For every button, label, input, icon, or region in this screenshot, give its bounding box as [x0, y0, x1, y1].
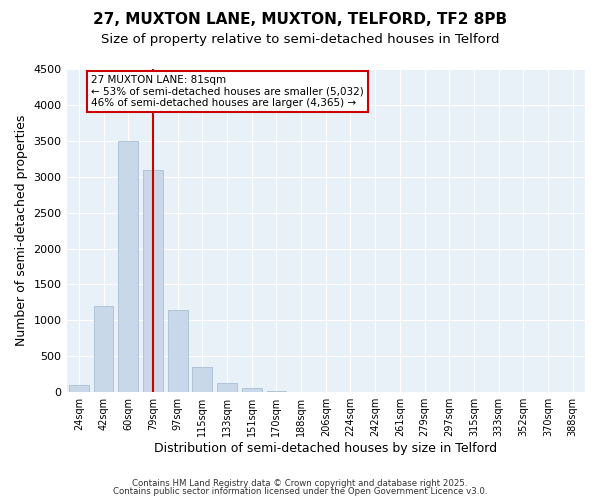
Bar [143, 170, 163, 392]
Bar [118, 141, 138, 392]
Text: Size of property relative to semi-detached houses in Telford: Size of property relative to semi-detach… [101, 32, 499, 46]
X-axis label: Distribution of semi-detached houses by size in Telford: Distribution of semi-detached houses by … [154, 442, 497, 455]
Bar [94, 306, 113, 392]
Text: 27, MUXTON LANE, MUXTON, TELFORD, TF2 8PB: 27, MUXTON LANE, MUXTON, TELFORD, TF2 8P… [93, 12, 507, 28]
Bar [242, 388, 262, 392]
Y-axis label: Number of semi-detached properties: Number of semi-detached properties [15, 115, 28, 346]
Bar [69, 385, 89, 392]
Text: Contains public sector information licensed under the Open Government Licence v3: Contains public sector information licen… [113, 487, 487, 496]
Text: 27 MUXTON LANE: 81sqm
← 53% of semi-detached houses are smaller (5,032)
46% of s: 27 MUXTON LANE: 81sqm ← 53% of semi-deta… [91, 74, 364, 108]
Bar [217, 383, 237, 392]
Bar [193, 367, 212, 392]
Bar [168, 310, 188, 392]
Text: Contains HM Land Registry data © Crown copyright and database right 2025.: Contains HM Land Registry data © Crown c… [132, 478, 468, 488]
